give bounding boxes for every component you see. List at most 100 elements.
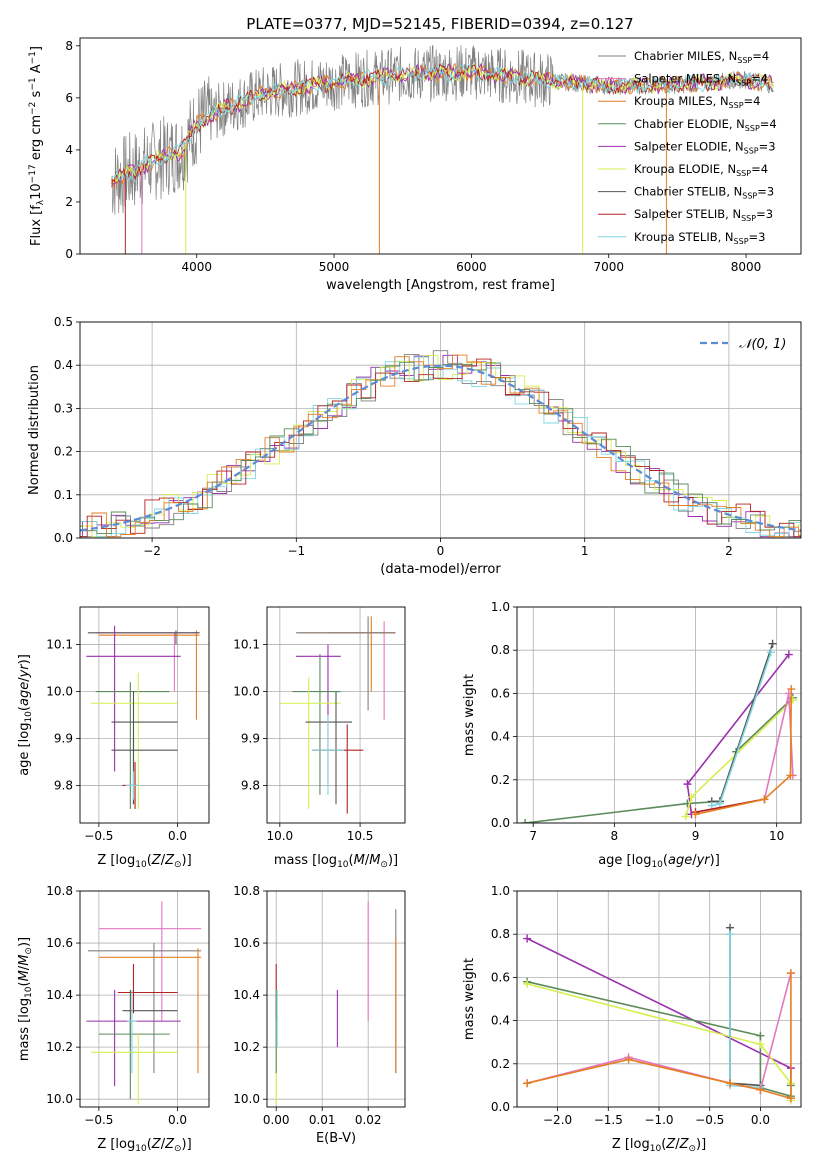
plot-area xyxy=(86,625,200,809)
x-tick-label: 0.02 xyxy=(355,1113,382,1127)
y-tick-label: 0.4 xyxy=(491,1014,510,1028)
x-axis-label: age [log10(age/yr)] xyxy=(598,853,720,870)
x-tick-label: −2.0 xyxy=(543,1113,572,1127)
data-point xyxy=(756,1040,765,1049)
y-tick-label: 1.0 xyxy=(491,884,510,898)
y-tick-label: 10.4 xyxy=(46,988,73,1002)
y-tick-label: 10.6 xyxy=(233,936,260,950)
axes-frame xyxy=(266,890,406,1108)
model-line xyxy=(111,62,774,188)
axes-mass-vs-EBV: 0.00 0.01 0.02 10.0 10.2 10.4 10.6 10.8 E(B-V) xyxy=(233,884,406,1146)
x-tick-label: −0.5 xyxy=(695,1113,724,1127)
data-point xyxy=(681,812,690,821)
data-point xyxy=(715,799,724,808)
x-axis-label: E(B-V) xyxy=(316,1131,356,1146)
y-tick-label: 0.2 xyxy=(491,1057,510,1071)
y-tick-label: 10.1 xyxy=(46,638,73,652)
data-point xyxy=(691,810,700,819)
axes-frame xyxy=(516,890,802,1108)
y-tick-label: 10.2 xyxy=(233,1040,260,1054)
y-axis-label: mass weight xyxy=(462,674,477,756)
axes-frame xyxy=(79,37,802,255)
data-point xyxy=(687,793,696,802)
y-tick-label: 2 xyxy=(65,195,73,209)
histogram-step xyxy=(80,356,801,538)
data-point xyxy=(756,1031,765,1040)
x-tick-label: 10.0 xyxy=(266,829,293,843)
legend-label: Chabrier MILES, NSSP=4 xyxy=(634,49,769,65)
series-line xyxy=(695,689,793,816)
axes-frame xyxy=(516,606,802,824)
y-tick-label: 0.2 xyxy=(54,445,73,459)
y-tick-label: 10.6 xyxy=(46,936,73,950)
series-line xyxy=(711,643,774,803)
legend-label: Kroupa ELODIE, NSSP=4 xyxy=(634,162,768,178)
legend-label: Salpeter ELODIE, NSSP=3 xyxy=(634,139,776,155)
plot-area xyxy=(111,44,774,254)
legend-label: Salpeter MILES, NSSP=4 xyxy=(634,72,768,88)
data-point xyxy=(624,1055,633,1064)
x-tick-label: 0.01 xyxy=(309,1113,336,1127)
y-tick-label: 10.0 xyxy=(46,685,73,699)
x-axis-label: wavelength [Angstrom, rest frame] xyxy=(326,278,555,293)
y-tick-label: 0.4 xyxy=(54,358,73,372)
axes-age-vs-mass: 10.0 10.5 9.8 9.9 10.0 10.1 mass [log10(M/M⊙)] xyxy=(233,606,406,870)
y-tick-label: 0.0 xyxy=(491,1100,510,1114)
x-axis-label: Z [log10(Z/Z⊙)] xyxy=(97,853,191,870)
x-tick-label: 6000 xyxy=(456,260,487,274)
data-point xyxy=(683,780,692,789)
x-tick-label: 8000 xyxy=(731,260,762,274)
histogram-step xyxy=(80,354,801,538)
legend: Chabrier MILES, NSSP=4 Salpeter MILES, NS… xyxy=(598,49,777,246)
data-point xyxy=(786,771,795,780)
x-tick-label: 5000 xyxy=(319,260,350,274)
plot-area xyxy=(521,639,797,823)
plot-area xyxy=(80,350,801,538)
plot-area xyxy=(523,923,795,1105)
x-tick-label: 8 xyxy=(611,829,619,843)
y-tick-label: 10.2 xyxy=(46,1040,73,1054)
data-point xyxy=(521,819,530,823)
legend-label: Kroupa STELIB, NSSP=3 xyxy=(634,230,765,246)
data-point xyxy=(766,648,775,657)
x-tick-label: 10.5 xyxy=(347,829,374,843)
y-axis-label: Normed distribution xyxy=(27,365,42,495)
y-tick-label: 0.2 xyxy=(491,773,510,787)
y-tick-label: 9.8 xyxy=(241,778,260,792)
y-axis-label: mass weight xyxy=(462,958,477,1040)
chart-layer: 4000 5000 6000 7000 8000 0 2 4 6 8 wavelength [Ang… xyxy=(17,37,802,1154)
x-tick-label: 7000 xyxy=(593,260,624,274)
y-tick-label: 0 xyxy=(65,247,73,261)
series-line xyxy=(729,927,762,1090)
model-line xyxy=(111,63,774,185)
figure-title: PLATE=0377, MJD=52145, FIBERID=0394, z=0… xyxy=(246,15,633,33)
axes-residuals: −2 −1 0 1 2 0.0 0.1 0.2 0.3 0.4 0.5 (data-model)/er… xyxy=(27,315,802,577)
data-point xyxy=(786,1094,795,1103)
x-axis-label: Z [log10(Z/Z⊙)] xyxy=(612,1137,706,1154)
y-tick-label: 0.8 xyxy=(491,927,510,941)
legend-label: Kroupa MILES, NSSP=4 xyxy=(634,94,760,110)
x-tick-label: 0 xyxy=(437,544,445,558)
y-tick-label: 0.6 xyxy=(491,686,510,700)
series-line xyxy=(729,934,761,1089)
y-tick-label: 10.0 xyxy=(233,1092,260,1106)
series-line xyxy=(526,973,792,1100)
data-point xyxy=(786,969,795,978)
y-tick-label: 9.9 xyxy=(241,731,260,745)
legend-label: Chabrier STELIB, NSSP=3 xyxy=(634,185,774,201)
legend-label: 𝒩(0, 1) xyxy=(739,337,786,352)
data-point xyxy=(788,695,797,704)
axes-mass-weight-vs-age: 7 8 9 10 0.0 0.2 0.4 0.6 0.8 1.0 age [log10(age/yr… xyxy=(462,600,802,870)
plot-area xyxy=(279,616,396,814)
y-tick-label: 10.1 xyxy=(233,638,260,652)
y-tick-label: 10.8 xyxy=(46,884,73,898)
y-tick-label: 0.3 xyxy=(54,401,73,415)
y-tick-label: 0.1 xyxy=(54,488,73,502)
data-point xyxy=(787,685,796,694)
histogram-step xyxy=(80,354,801,538)
series-line xyxy=(525,697,794,823)
y-tick-label: 9.9 xyxy=(54,731,73,745)
x-tick-label: 0.00 xyxy=(263,1113,290,1127)
histogram-step xyxy=(80,361,801,535)
